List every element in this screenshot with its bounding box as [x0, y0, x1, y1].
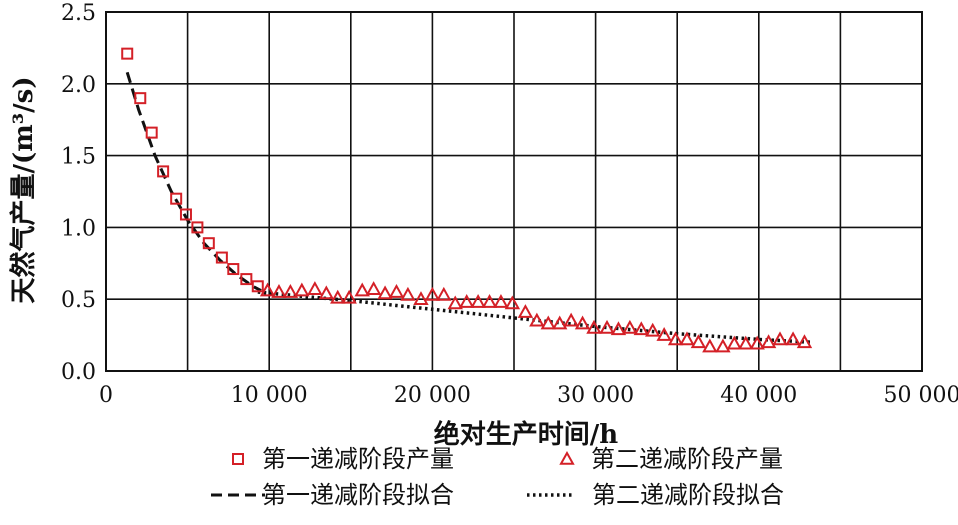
legend-label: 第二递减阶段产量 [591, 445, 783, 473]
y-tick-label: 1.5 [61, 145, 96, 170]
data-point-stage2 [551, 315, 568, 330]
data-markers [121, 47, 813, 353]
data-point-stage2 [400, 286, 416, 301]
data-point-stage1 [251, 280, 264, 293]
fit-line-stage1 [125, 71, 262, 292]
data-point-stage2 [424, 286, 441, 301]
y-tick-label: 2.0 [61, 73, 96, 98]
y-tick-label: 0.5 [61, 288, 96, 313]
data-point-stage2 [341, 289, 357, 304]
data-point-stage2 [388, 283, 405, 298]
data-point-stage2 [377, 285, 393, 300]
data-point-stage2 [318, 285, 335, 300]
data-point-stage2 [481, 294, 498, 308]
data-point-stage2 [749, 335, 765, 350]
data-point-stage1 [170, 192, 183, 205]
data-point-stage2 [679, 331, 695, 346]
data-point-stage2 [436, 286, 452, 301]
x-tick-labels: 0 10 000 20 000 30 000 40 000 50 000 [99, 383, 958, 408]
plot-frame [105, 11, 923, 372]
data-point-stage2 [540, 315, 556, 330]
x-tick-label: 10 000 [231, 383, 308, 408]
data-point-stage2 [282, 283, 299, 298]
data-point-stage2 [307, 281, 323, 295]
data-point-stage2 [271, 283, 287, 298]
fit-line-stage2 [257, 290, 813, 345]
x-tick-label: 0 [99, 383, 113, 408]
y-tick-label: 0.0 [61, 360, 96, 385]
data-point-stage1 [215, 251, 228, 264]
data-point-stage2 [785, 331, 801, 346]
data-point-stage2 [796, 334, 813, 349]
data-point-stage2 [529, 312, 545, 327]
x-tick-label: 30 000 [557, 383, 634, 408]
legend-label: 第二递减阶段拟合 [592, 481, 784, 509]
x-axis-title: 绝对生产时间/h [434, 419, 618, 450]
data-point-stage1 [179, 208, 192, 221]
y-tick-label: 1.0 [61, 216, 96, 241]
data-point-stage2 [294, 282, 310, 297]
data-point-stage2 [563, 312, 579, 327]
data-point-stage1 [121, 47, 134, 60]
data-point-stage2 [738, 335, 754, 350]
data-point-stage1 [227, 263, 240, 276]
data-point-stage2 [413, 291, 429, 305]
data-point-stage2 [458, 294, 475, 308]
data-point-stage2 [715, 338, 731, 353]
y-axis-title: 天然气产量/(m³/s) [8, 76, 39, 303]
data-point-stage2 [447, 295, 463, 310]
y-tick-labels: 0.0 0.5 1.0 1.5 2.0 2.5 [61, 1, 96, 385]
data-point-stage2 [760, 334, 777, 349]
legend-swatch-stage2-production [559, 450, 575, 465]
data-point-stage2 [622, 319, 638, 334]
data-point-stage1 [145, 126, 158, 139]
data-point-stage2 [645, 322, 661, 337]
data-point-stage2 [772, 331, 788, 346]
data-point-stage2 [586, 319, 602, 334]
data-point-stage1 [157, 165, 170, 178]
data-point-stage2 [702, 338, 718, 353]
data-point-stage2 [633, 321, 649, 336]
data-point-stage2 [517, 304, 534, 318]
legend-swatch-stage1-production [232, 453, 244, 465]
data-point-stage2 [599, 319, 615, 334]
data-point-stage1 [240, 273, 253, 286]
data-point-stage1 [191, 221, 204, 234]
data-point-stage2 [656, 327, 672, 341]
data-point-stage2 [330, 289, 346, 304]
data-point-stage2 [690, 334, 707, 349]
data-point-stage2 [354, 282, 370, 297]
x-tick-label: 40 000 [720, 383, 797, 408]
data-point-stage2 [574, 315, 591, 330]
x-tick-label: 20 000 [394, 383, 471, 408]
data-point-stage2 [259, 282, 276, 297]
x-tick-label: 50 000 [884, 383, 958, 408]
data-point-stage2 [365, 281, 382, 295]
legend-label: 第一递减阶段拟合 [262, 481, 454, 509]
y-tick-label: 2.5 [61, 1, 96, 26]
data-point-stage2 [493, 294, 509, 308]
data-point-stage2 [470, 294, 486, 308]
data-point-stage1 [202, 237, 215, 250]
legend-label: 第一递减阶段产量 [262, 445, 454, 473]
data-point-stage2 [726, 335, 743, 350]
data-point-stage2 [504, 295, 521, 310]
data-point-stage2 [610, 321, 627, 336]
data-point-stage1 [134, 92, 147, 105]
grid [106, 12, 922, 371]
data-point-stage2 [667, 331, 684, 346]
